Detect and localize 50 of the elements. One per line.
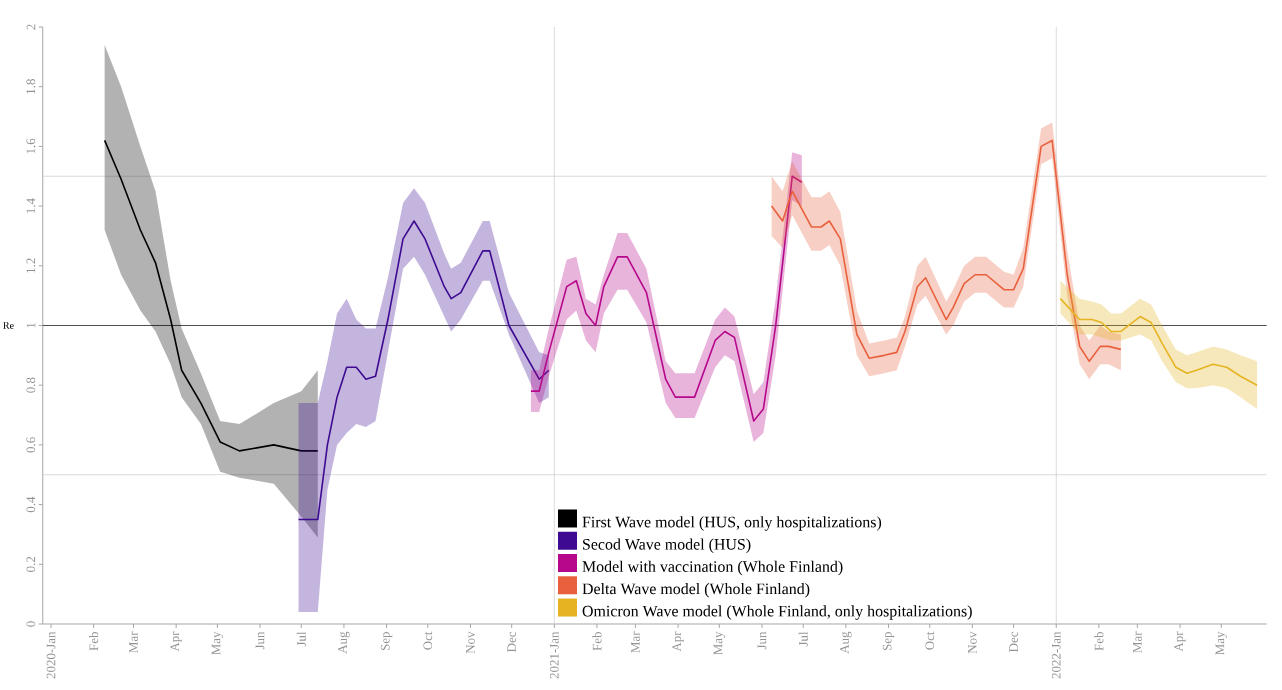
legend-label: First Wave model (HUS, only hospitalizations) <box>582 516 882 531</box>
x-tick-label: Dec <box>507 631 516 652</box>
x-tick-label: Jun <box>255 631 265 650</box>
legend-label: Model with vaccination (Whole Finland) <box>582 560 843 576</box>
x-tick-label: Mar <box>129 631 138 653</box>
y-tick-label: 1 <box>26 323 36 328</box>
y-tick-label: 1.2 <box>26 258 36 273</box>
x-tick-label: Jul <box>296 631 306 647</box>
x-tick-label: Oct <box>925 631 935 650</box>
y-tick-label: 0.4 <box>26 496 36 513</box>
x-tick-label: Nov <box>466 631 475 654</box>
legend-label: Delta Wave model (Whole Finland) <box>582 583 810 598</box>
x-tick-label: May <box>713 631 725 655</box>
x-tick-label: Apr <box>170 631 182 652</box>
line-series <box>297 220 550 521</box>
x-tick-label: Feb <box>1094 632 1104 651</box>
y-tick-label: 0.6 <box>26 437 36 453</box>
x-tick-label: May <box>211 631 224 655</box>
x-tick-label: Sep <box>380 632 393 651</box>
x-tick-label: Aug <box>338 631 350 654</box>
x-tick-label: Feb <box>89 632 99 651</box>
y-tick-label: 1.4 <box>26 198 36 214</box>
x-tick-label: Mar <box>1133 631 1142 653</box>
x-tick-label: 2020-Jan <box>46 631 56 679</box>
legend-label: Omicron Wave model (Whole Finland, only hospitalizations) <box>582 605 972 620</box>
legend-label: Secod Wave model (HUS) <box>583 538 751 553</box>
x-tick-label: Aug <box>840 631 852 654</box>
y-tick-label: 0 <box>26 621 36 627</box>
x-tick-label: May <box>1215 631 1227 655</box>
x-tick-label: Dec <box>1009 631 1018 652</box>
x-tick-label: Apr <box>672 631 684 652</box>
line-series <box>1059 297 1258 386</box>
y-tick-label: 0.8 <box>26 377 36 393</box>
x-tick-label: Apr <box>1174 631 1186 652</box>
y-tick-label: 0.2 <box>26 556 36 572</box>
x-tick-label: Nov <box>968 631 977 654</box>
y-tick-label: 1.8 <box>26 79 36 94</box>
line-series <box>103 139 319 452</box>
x-tick-label: Feb <box>592 632 602 651</box>
y-tick-label: 1.6 <box>26 138 36 154</box>
x-tick-label: 2022-Jan <box>1051 631 1061 679</box>
x-tick-label: Jul <box>798 631 808 647</box>
x-tick-label: Mar <box>631 631 640 653</box>
x-tick-label: Jun <box>757 631 767 650</box>
x-tick-label: Oct <box>423 631 433 650</box>
x-tick-label: Sep <box>882 632 895 651</box>
y-axis-title: Re <box>3 322 14 329</box>
x-tick-label: 2021-Jan <box>549 631 559 679</box>
y-tick-label: 2 <box>26 24 36 30</box>
line-series <box>530 175 803 422</box>
